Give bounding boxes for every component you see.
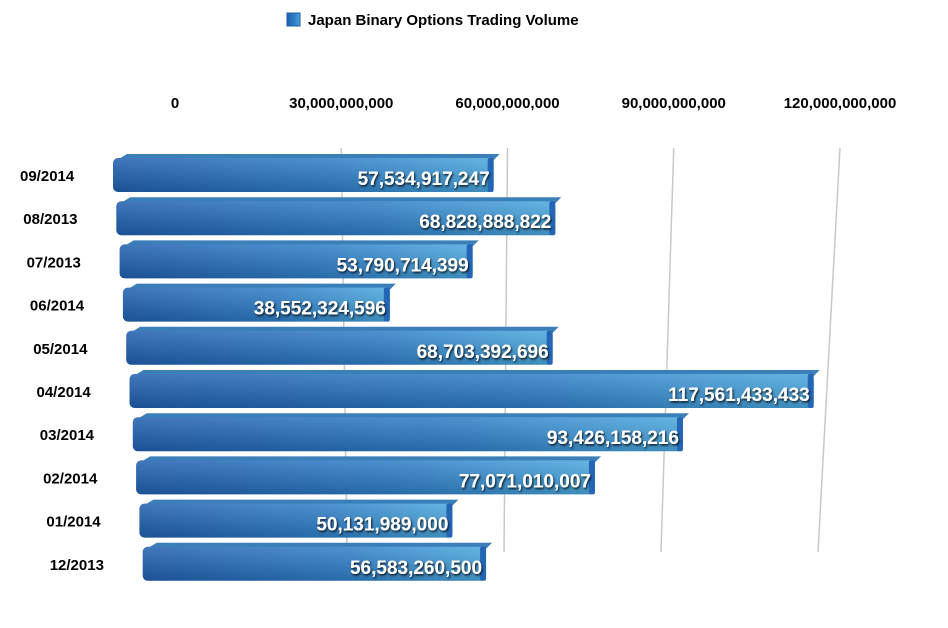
legend-swatch — [286, 12, 301, 27]
x-tick-label: 60,000,000,000 — [455, 95, 559, 112]
data-label: 53,790,714,399 — [337, 255, 469, 276]
data-label: 93,426,158,216 — [547, 428, 679, 449]
bar-shade — [113, 158, 494, 192]
bar-group: 53,790,714,399 07/2013 — [27, 240, 479, 279]
legend: Japan Binary Options Trading Volume — [286, 12, 579, 29]
bar-shade — [126, 330, 553, 365]
bar-end-cap — [549, 201, 556, 236]
gridline — [660, 147, 675, 553]
bar-end-cap — [383, 287, 390, 322]
bar-shade — [136, 460, 595, 495]
category-label: 07/2013 — [27, 254, 81, 271]
bar-group: 77,071,010,007 02/2014 — [43, 456, 601, 495]
bar-end-cap — [676, 417, 683, 452]
data-label: 77,071,010,007 — [459, 471, 591, 492]
category-label: 03/2014 — [40, 427, 95, 444]
bar-shade — [122, 287, 390, 322]
category-label: 09/2014 — [20, 168, 75, 185]
gridline — [817, 147, 841, 553]
bar-group: 68,703,392,696 05/2014 — [33, 326, 559, 365]
data-label: 68,828,888,822 — [419, 212, 551, 233]
bar-end-cap — [546, 330, 553, 365]
bar-group: 93,426,158,216 03/2014 — [40, 413, 689, 452]
legend-label: Japan Binary Options Trading Volume — [308, 12, 579, 29]
bar-shade — [132, 417, 683, 452]
data-label: 57,534,917,247 — [358, 169, 490, 190]
bar-shade — [139, 503, 453, 538]
data-label: 38,552,324,596 — [254, 299, 386, 320]
bar-end-cap — [480, 546, 487, 581]
x-tick-label: 30,000,000,000 — [289, 95, 393, 112]
bar-shade — [116, 201, 556, 236]
category-label: 01/2014 — [46, 514, 101, 531]
bar-group: 117,561,433,433 04/2014 — [37, 370, 820, 408]
bar-shade — [129, 374, 814, 408]
bar-group: 57,534,917,247 09/2014 — [20, 154, 500, 192]
bar-end-cap — [807, 374, 814, 408]
bar-group: 56,583,260,500 12/2013 — [50, 542, 493, 581]
bar-group: 50,131,989,000 01/2014 — [46, 499, 459, 538]
data-label: 117,561,433,433 — [668, 385, 810, 406]
bar-shade — [142, 546, 487, 581]
x-tick-label: 90,000,000,000 — [622, 95, 726, 112]
category-label: 12/2013 — [50, 557, 104, 574]
data-label: 50,131,989,000 — [316, 515, 448, 536]
bar-end-cap — [446, 503, 453, 538]
data-label: 68,703,392,696 — [417, 342, 549, 363]
category-label: 06/2014 — [30, 298, 85, 315]
bar-end-cap — [588, 460, 595, 495]
bar-group: 38,552,324,596 06/2014 — [30, 283, 396, 322]
bar-group: 68,828,888,822 08/2013 — [23, 197, 562, 236]
bar-end-cap — [487, 158, 494, 192]
category-label: 04/2014 — [37, 384, 92, 401]
x-tick-label: 0 — [171, 95, 179, 112]
x-tick-label: 120,000,000,000 — [784, 95, 897, 112]
category-label: 05/2014 — [33, 341, 88, 358]
bar-end-cap — [466, 244, 473, 279]
bar-shade — [119, 244, 473, 279]
category-label: 02/2014 — [43, 470, 98, 487]
category-label: 08/2013 — [23, 211, 77, 228]
data-label: 56,583,260,500 — [350, 558, 482, 579]
